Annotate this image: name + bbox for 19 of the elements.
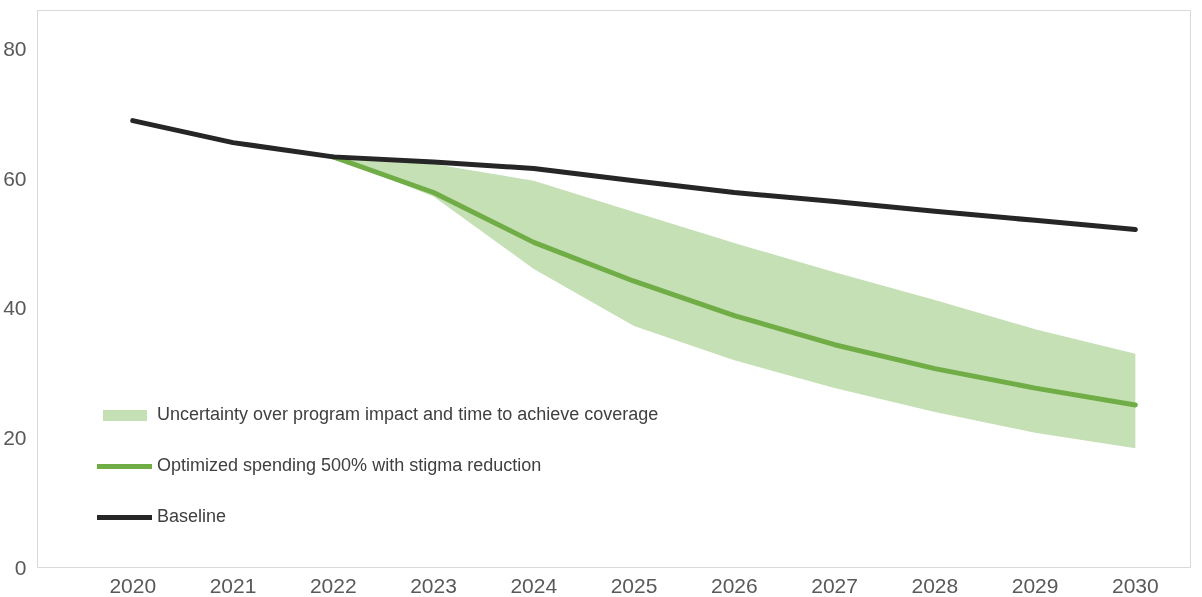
legend-label: Optimized spending 500% with stigma reduction: [157, 455, 543, 476]
x-tick-label: 2028: [911, 573, 959, 597]
x-tick-label: 2021: [209, 573, 257, 597]
x-tick-label: 2025: [610, 573, 658, 597]
x-tick-label: 2023: [410, 573, 457, 597]
y-tick-label: 20: [3, 425, 27, 449]
x-tick-label: 2024: [510, 573, 558, 597]
y-tick-label: 40: [3, 296, 27, 320]
x-tick-label: 2029: [1011, 573, 1059, 597]
legend-label: Baseline: [157, 506, 228, 527]
y-tick-label: 0: [14, 555, 27, 579]
x-tick-label: 2030: [1112, 573, 1159, 597]
x-tick-label: 2022: [309, 573, 357, 597]
x-tick-label: 2026: [710, 573, 758, 597]
x-tick-label: 2020: [109, 573, 157, 597]
x-tick-label: 2027: [811, 573, 858, 597]
y-tick-label: 60: [3, 166, 27, 190]
y-tick-label: 80: [3, 37, 27, 61]
legend-label: Uncertainty over program impact and time to achieve coverage: [157, 404, 659, 425]
